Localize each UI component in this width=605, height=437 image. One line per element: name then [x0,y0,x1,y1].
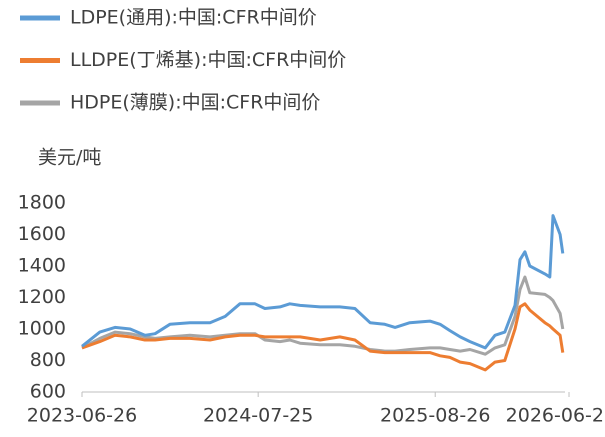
y-tick-label: 1200 [18,286,66,308]
y-tick-label: 1400 [18,255,66,277]
y-tick-label: 1600 [18,223,66,245]
y-axis-label: 美元/吨 [38,147,101,169]
series-line [81,214,565,350]
y-tick-label: 1800 [18,192,66,214]
y-tick-label: 800 [30,349,66,371]
y-tick-label: 600 [30,381,66,403]
x-tick-label: 2026-06-2 [506,405,604,427]
legend-label: LLDPE(丁烯基):中国:CFR中间价 [70,49,346,71]
legend-label: LDPE(通用):中国:CFR中间价 [70,7,317,29]
series-line [81,302,565,372]
series-line [81,275,565,356]
y-tick-label: 1000 [18,318,66,340]
x-tick-label: 2024-07-25 [203,405,313,427]
legend-label: HDPE(薄膜):中国:CFR中间价 [70,92,320,114]
x-tick-label: 2023-06-26 [27,405,137,427]
x-tick-label: 2025-08-26 [380,405,490,427]
